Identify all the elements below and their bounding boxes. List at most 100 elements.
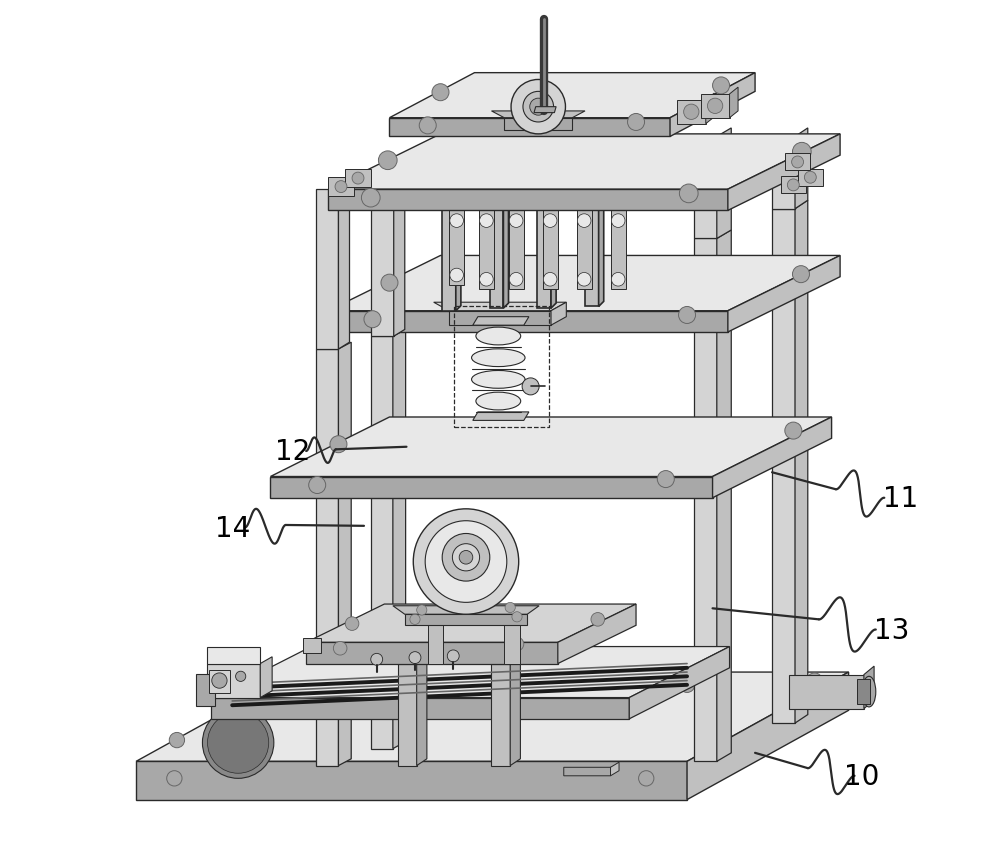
Circle shape — [450, 269, 463, 283]
Circle shape — [212, 673, 227, 688]
Polygon shape — [504, 625, 520, 664]
Polygon shape — [611, 211, 626, 291]
Circle shape — [543, 215, 557, 228]
Circle shape — [523, 92, 554, 123]
Polygon shape — [211, 698, 629, 719]
Circle shape — [512, 612, 522, 622]
Polygon shape — [328, 190, 728, 211]
Circle shape — [657, 471, 674, 488]
Polygon shape — [389, 118, 670, 137]
Circle shape — [459, 551, 473, 564]
Polygon shape — [398, 664, 417, 766]
Ellipse shape — [476, 328, 521, 346]
Polygon shape — [303, 638, 321, 653]
Polygon shape — [677, 101, 706, 124]
Polygon shape — [473, 412, 529, 421]
Circle shape — [236, 671, 246, 682]
Polygon shape — [338, 343, 351, 766]
Polygon shape — [328, 256, 840, 311]
Circle shape — [410, 614, 420, 625]
Polygon shape — [196, 674, 215, 706]
Circle shape — [679, 677, 695, 693]
Polygon shape — [534, 107, 556, 113]
Polygon shape — [394, 181, 405, 337]
Circle shape — [807, 673, 822, 688]
Polygon shape — [543, 211, 558, 291]
Circle shape — [639, 771, 654, 786]
Circle shape — [707, 99, 723, 114]
Circle shape — [611, 273, 625, 287]
Polygon shape — [136, 762, 687, 800]
Text: 11: 11 — [883, 484, 918, 512]
Circle shape — [611, 215, 625, 228]
Polygon shape — [611, 763, 619, 776]
Circle shape — [333, 642, 347, 655]
Text: 12: 12 — [275, 437, 310, 465]
Circle shape — [785, 423, 802, 440]
Circle shape — [352, 173, 364, 185]
Circle shape — [510, 637, 524, 651]
Polygon shape — [509, 211, 524, 291]
Circle shape — [684, 105, 699, 120]
Polygon shape — [670, 73, 755, 137]
Polygon shape — [713, 417, 832, 498]
Circle shape — [505, 602, 515, 613]
Polygon shape — [328, 135, 840, 190]
Circle shape — [330, 436, 347, 453]
Polygon shape — [717, 231, 731, 762]
Circle shape — [450, 215, 463, 228]
Circle shape — [713, 78, 730, 95]
Polygon shape — [209, 671, 230, 694]
Circle shape — [543, 273, 557, 287]
Circle shape — [169, 733, 185, 748]
Polygon shape — [789, 675, 864, 709]
Polygon shape — [328, 311, 728, 332]
Polygon shape — [260, 657, 272, 698]
Ellipse shape — [476, 393, 521, 411]
Polygon shape — [490, 188, 503, 308]
Polygon shape — [270, 417, 832, 477]
Circle shape — [335, 181, 347, 193]
Circle shape — [413, 509, 519, 614]
Circle shape — [509, 273, 523, 287]
Polygon shape — [701, 95, 730, 118]
Polygon shape — [585, 187, 599, 307]
Circle shape — [792, 157, 804, 169]
Polygon shape — [504, 118, 572, 130]
Polygon shape — [316, 349, 338, 766]
Polygon shape — [730, 88, 738, 118]
Polygon shape — [473, 317, 529, 325]
Polygon shape — [449, 211, 464, 286]
Polygon shape — [694, 137, 717, 239]
Polygon shape — [434, 302, 566, 311]
Polygon shape — [491, 112, 585, 118]
Circle shape — [511, 80, 565, 135]
Polygon shape — [694, 239, 717, 762]
Polygon shape — [629, 647, 730, 719]
Circle shape — [345, 617, 359, 630]
Circle shape — [167, 771, 182, 786]
Polygon shape — [207, 647, 260, 664]
Polygon shape — [558, 604, 636, 664]
Circle shape — [442, 534, 490, 581]
Circle shape — [480, 273, 493, 287]
Circle shape — [425, 521, 507, 602]
Circle shape — [309, 477, 326, 494]
Polygon shape — [207, 664, 260, 698]
Circle shape — [679, 307, 696, 324]
Polygon shape — [393, 330, 406, 749]
Ellipse shape — [472, 371, 525, 389]
Circle shape — [371, 653, 383, 665]
Polygon shape — [449, 311, 551, 325]
Circle shape — [378, 152, 397, 170]
Polygon shape — [491, 664, 510, 766]
Polygon shape — [864, 666, 874, 709]
Polygon shape — [537, 188, 551, 308]
Polygon shape — [428, 625, 443, 664]
Text: 14: 14 — [215, 514, 250, 542]
Polygon shape — [577, 211, 592, 291]
Polygon shape — [798, 170, 823, 187]
Polygon shape — [371, 337, 393, 749]
Circle shape — [530, 99, 547, 116]
Circle shape — [522, 378, 539, 395]
